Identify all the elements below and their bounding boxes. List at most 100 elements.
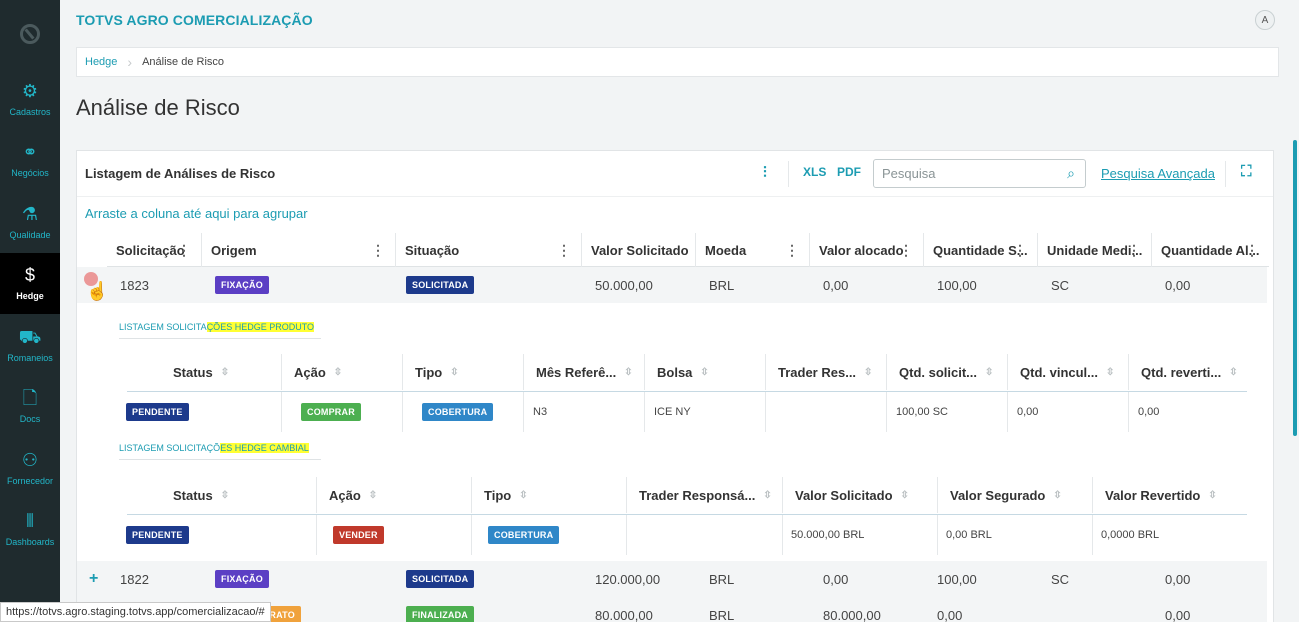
sort-icon[interactable]: ⇳ — [368, 489, 378, 501]
sort-icon[interactable]: ⇳ — [1053, 489, 1062, 501]
column-header[interactable]: Origem ⋮ — [201, 233, 395, 267]
cell-acao: COMPRAR — [281, 392, 402, 432]
column-menu-icon[interactable]: ⋮ — [557, 242, 571, 258]
column-header[interactable]: Valor alocado ⋮ — [809, 233, 923, 267]
sort-icon[interactable]: ⇳ — [333, 366, 343, 378]
sort-icon[interactable]: ⇳ — [1106, 366, 1115, 378]
avatar[interactable]: A — [1255, 10, 1275, 30]
columns-settings-icon[interactable]: ⫶ — [763, 164, 767, 181]
sort-icon[interactable]: ⇳ — [450, 366, 459, 378]
top-bar: TOTVS AGRO COMERCIALIZAÇÃO A — [60, 0, 1299, 40]
column-header[interactable]: Qtd. solicit... ⇳ — [886, 354, 1007, 390]
sort-icon[interactable]: ⇳ — [900, 489, 909, 501]
column-header-label: Moeda — [705, 242, 747, 258]
column-header[interactable]: Quantidade Al... ⋮ — [1151, 233, 1269, 267]
app-logo[interactable] — [0, 0, 60, 68]
sort-icon[interactable]: ⇳ — [220, 489, 230, 501]
column-header-label: Valor alocado — [819, 242, 904, 258]
breadcrumb-hedge[interactable]: Hedge — [85, 56, 118, 68]
expand-row-icon[interactable]: + — [89, 570, 99, 587]
column-header[interactable]: Valor Solicitado — [581, 233, 695, 267]
cell-unidade: SC — [1051, 571, 1070, 587]
column-header[interactable]: Valor Solicitado ⇳ — [782, 477, 937, 513]
cell-moeda: BRL — [709, 277, 735, 293]
column-header[interactable]: Ação ⇳ — [316, 477, 471, 513]
sidebar-item-cadastros[interactable]: ⚙ Cadastros — [0, 68, 60, 130]
sidebar-item-qualidade[interactable]: ⚗ Qualidade — [0, 191, 60, 253]
status-badge: SOLICITADA — [406, 276, 475, 294]
export-xls-icon[interactable]: XLS — [803, 165, 827, 179]
flask-icon: ⚗ — [21, 203, 39, 224]
column-header[interactable]: Qtd. reverti... ⇳ — [1128, 354, 1249, 390]
column-header[interactable]: Qtd. vincul... ⇳ — [1007, 354, 1128, 390]
sidebar-item-hedge[interactable]: $ Hedge — [0, 252, 60, 314]
column-header[interactable]: Status ⇳ — [161, 354, 282, 390]
sidebar-item-dashboards[interactable]: ⫴ Dashboards — [0, 499, 60, 561]
type-badge: COBERTURA — [488, 526, 560, 544]
sidebar-item-negócios[interactable]: ⚭ Negócios — [0, 130, 60, 192]
column-header[interactable]: Quantidade S... ⋮ — [923, 233, 1037, 267]
sort-icon[interactable]: ⇳ — [1229, 366, 1238, 378]
cell-valor-alocado: 0,00 — [823, 277, 849, 293]
sort-icon[interactable]: ⇳ — [624, 366, 633, 378]
column-header[interactable]: Trader Res... ⇳ — [765, 354, 886, 390]
column-header-label: Qtd. vincul... — [1020, 364, 1099, 380]
column-header-label: Valor Solicitado — [795, 487, 893, 503]
cell-quantidade-al: 0,00 — [1165, 277, 1191, 293]
page-scrollbar[interactable] — [1293, 140, 1297, 436]
column-header[interactable]: Tipo ⇳ — [402, 354, 523, 390]
column-header[interactable]: Solicitação ⋮ — [107, 233, 201, 267]
column-header[interactable]: Mês Referê... ⇳ — [523, 354, 644, 390]
advanced-search-link[interactable]: Pesquisa Avançada — [1101, 166, 1215, 181]
column-menu-icon[interactable]: ⋮ — [371, 242, 385, 258]
column-header[interactable]: Status ⇳ — [161, 477, 316, 513]
sort-icon[interactable]: ⇳ — [763, 489, 772, 501]
sort-icon[interactable]: ⇳ — [519, 489, 528, 501]
column-header-label: Situação — [405, 242, 460, 258]
cell-valor-revertido: 0,0000 BRL — [1092, 515, 1247, 555]
sort-icon[interactable]: ⇳ — [864, 366, 873, 378]
export-pdf-icon[interactable]: PDF — [837, 165, 861, 179]
table-row[interactable]: 1823 FIXAÇÃO SOLICITADA 50.000,00 BRL 0,00 100… — [77, 267, 1267, 303]
column-menu-icon[interactable]: ⋮ — [1013, 242, 1027, 258]
search-icon[interactable]: ⌕ — [1067, 165, 1075, 181]
sort-icon[interactable]: ⇳ — [1208, 489, 1217, 501]
column-menu-icon[interactable]: ⋮ — [1245, 242, 1259, 258]
sort-icon[interactable]: ⇳ — [220, 366, 230, 378]
column-header[interactable]: Trader Responsá... ⇳ — [626, 477, 781, 513]
column-header[interactable]: Ação ⇳ — [281, 354, 402, 390]
column-header[interactable]: Bolsa ⇳ — [644, 354, 765, 390]
sort-icon[interactable]: ⇳ — [700, 366, 709, 378]
group-by-drop-zone[interactable]: Arraste a coluna até aqui para agrupar — [85, 206, 308, 221]
type-badge: COBERTURA — [422, 403, 494, 421]
column-header[interactable]: Valor Revertido ⇳ — [1092, 477, 1247, 513]
sidebar-item-docs[interactable]: 🗋 Docs — [0, 376, 60, 438]
column-header[interactable]: Situação ⋮ — [395, 233, 581, 267]
column-header[interactable]: Unidade Medi... ⋮ — [1037, 233, 1151, 267]
sidebar-item-label: Negócios — [11, 168, 49, 179]
column-header-label: Qtd. solicit... — [899, 364, 978, 380]
column-menu-icon[interactable]: ⋮ — [785, 242, 799, 258]
cell-mes: N3 — [523, 392, 644, 432]
cell-valor-solicitado: 50.000,00 — [595, 277, 653, 293]
sidebar-item-fornecedor[interactable]: ⚇ Fornecedor — [0, 437, 60, 499]
fullscreen-icon[interactable]: ⛶ — [1241, 163, 1252, 180]
column-header-label: Quantidade S... — [933, 242, 1028, 258]
subgrid-title-prefix: LISTAGEM SOLICITA — [119, 322, 207, 332]
column-header[interactable]: Valor Segurado ⇳ — [937, 477, 1092, 513]
sidebar-item-romaneios[interactable]: ⛟ Romaneios — [0, 314, 60, 376]
origin-badge: FIXAÇÃO — [215, 570, 269, 588]
cell-qtd-vincul: 0,00 — [1007, 392, 1128, 432]
column-menu-icon[interactable]: ⋮ — [899, 242, 913, 258]
subgrid-title-underline — [119, 459, 321, 460]
table-row[interactable]: +1822 FIXAÇÃO SOLICITADA 120.000,00 BRL 0,00 1… — [77, 561, 1267, 597]
search-input[interactable] — [874, 160, 1054, 187]
column-header[interactable]: Moeda ⋮ — [695, 233, 809, 267]
column-menu-icon[interactable]: ⋮ — [177, 242, 191, 258]
column-menu-icon[interactable]: ⋮ — [1127, 242, 1141, 258]
sort-icon[interactable]: ⇳ — [985, 366, 994, 378]
column-header[interactable]: Tipo ⇳ — [471, 477, 626, 513]
cell-quantidade-s: 100,00 — [937, 277, 977, 293]
